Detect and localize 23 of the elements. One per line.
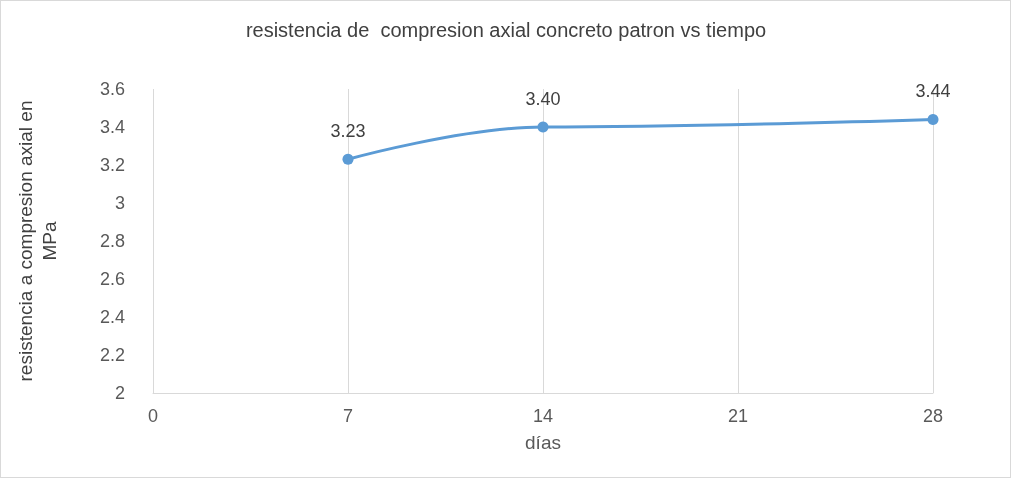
x-tick-label: 28 (922, 406, 944, 426)
data-label: 3.44 (915, 80, 951, 101)
y-tick-label: 2.2 (99, 345, 125, 365)
x-tick-label: 14 (532, 406, 554, 426)
y-tick-label: 3.2 (99, 155, 125, 175)
data-label: 3.40 (525, 88, 561, 109)
point (927, 113, 939, 125)
point (342, 153, 354, 165)
y-tick-label: 2.4 (99, 307, 125, 327)
y-tick-label: 2 (114, 383, 125, 403)
chart-title: resistencia de compresion axial concreto patron vs tiempo (245, 19, 767, 41)
x-axis-title: días (525, 432, 561, 453)
y-axis-title: resistencia a compresion axial en MPa (14, 100, 60, 382)
y-tick-label: 2.6 (99, 269, 125, 289)
x-tick-label: 7 (342, 406, 354, 426)
data-label: 3.23 (330, 120, 366, 141)
point (537, 121, 549, 133)
y-tick-label: 3.6 (99, 79, 125, 99)
y-tick-label: 3.4 (99, 117, 125, 137)
x-tick-label: 21 (727, 406, 749, 426)
y-tick-label: 2.8 (99, 231, 125, 251)
y-tick-label: 3 (114, 193, 125, 213)
x-tick-label: 0 (147, 406, 159, 426)
